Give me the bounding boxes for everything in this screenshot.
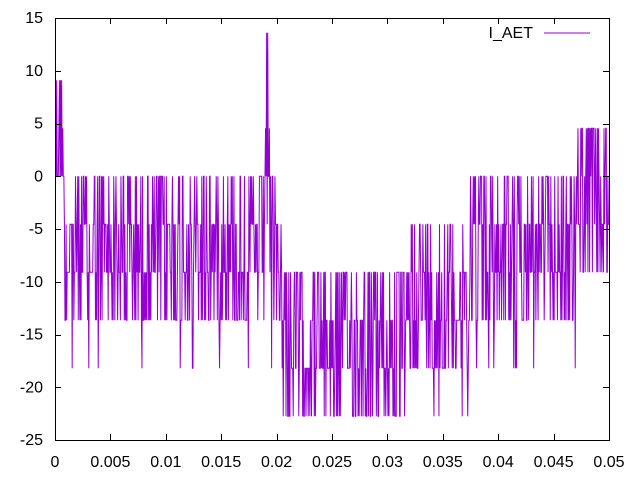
y-tick-label: -10 [20,274,43,291]
x-tick-label: 0.03 [372,454,403,471]
x-tick-label: 0.02 [261,454,292,471]
x-tick-label: 0.035 [423,454,463,471]
x-tick-label: 0.01 [150,454,181,471]
x-tick-label: 0.015 [201,454,241,471]
x-tick-label: 0 [51,454,60,471]
series-line-i-aet [55,32,609,417]
y-tick-label: 10 [25,63,43,80]
y-tick-label: -15 [20,327,43,344]
x-tick-label: 0.025 [312,454,352,471]
y-tick-label: 0 [34,168,43,185]
x-tick-label: 0.04 [483,454,514,471]
x-tick-label: 0.05 [593,454,624,471]
y-tick-label: -25 [20,432,43,449]
ticks-layer: 0 0.005 0.01 0.015 0.02 0.025 0.03 0.035 0.04 0.0… [20,10,625,471]
y-tick-label: 15 [25,10,43,27]
y-tick-label: -5 [29,221,43,238]
y-tick-label: 5 [34,116,43,133]
series-layer [55,32,609,417]
legend-label-i-aet: I_AET [489,25,534,42]
x-tick-label: 0.005 [90,454,130,471]
legend: I_AET [489,25,590,42]
y-tick-label: -20 [20,379,43,396]
x-tick-label: 0.045 [534,454,574,471]
